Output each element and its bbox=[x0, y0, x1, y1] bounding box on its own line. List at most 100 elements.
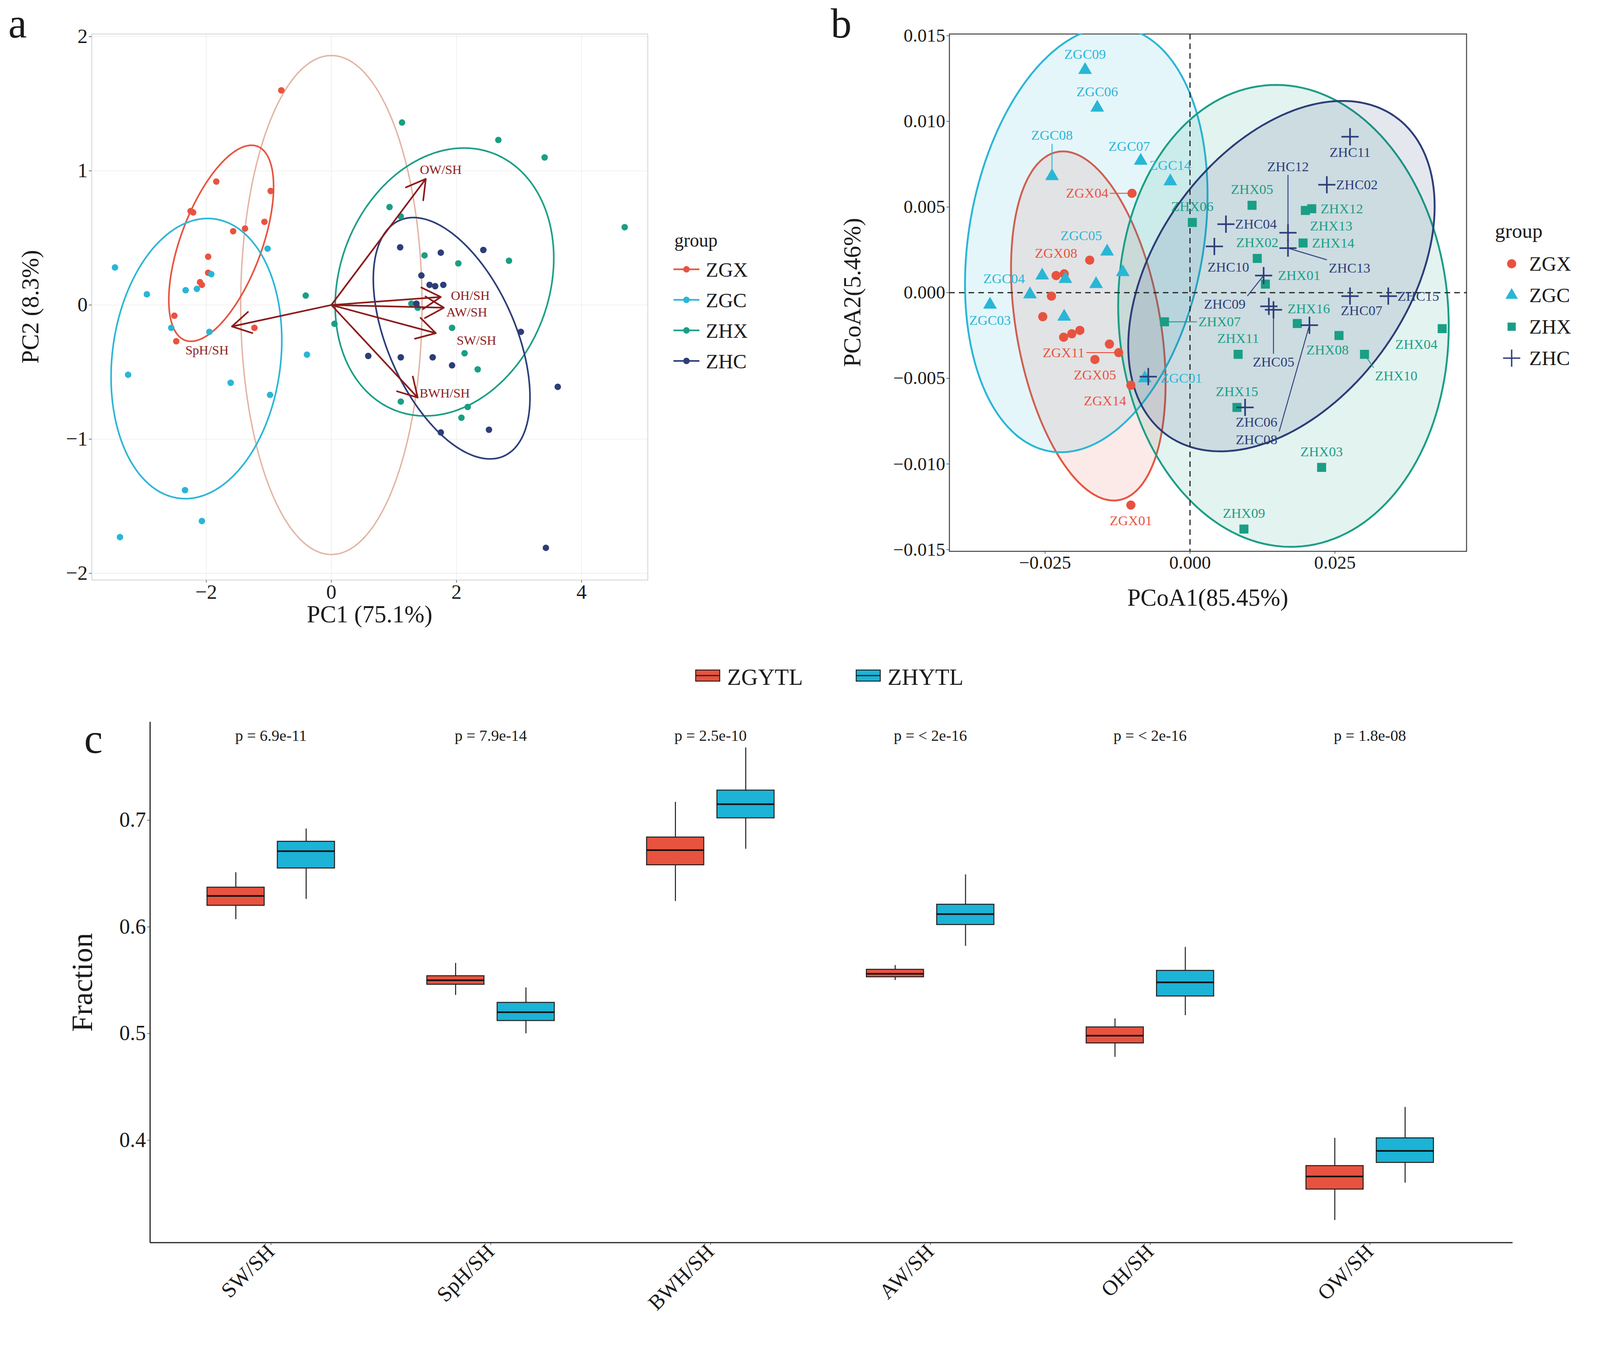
svg-text:ZGC06: ZGC06 bbox=[1076, 83, 1119, 99]
svg-text:ZHC08: ZHC08 bbox=[1235, 431, 1278, 447]
svg-text:0.025: 0.025 bbox=[1314, 551, 1356, 573]
svg-text:ZHC15: ZHC15 bbox=[1397, 288, 1440, 304]
svg-text:ZHX02: ZHX02 bbox=[1235, 234, 1279, 250]
svg-text:ZHX10: ZHX10 bbox=[1375, 367, 1418, 384]
svg-text:ZGX11: ZGX11 bbox=[1042, 344, 1085, 360]
svg-text:0.7: 0.7 bbox=[119, 807, 147, 832]
svg-text:−0.025: −0.025 bbox=[1019, 551, 1072, 573]
svg-text:ZGC14: ZGC14 bbox=[1149, 157, 1192, 173]
svg-text:ZHX15: ZHX15 bbox=[1215, 383, 1259, 399]
svg-text:ZHX06: ZHX06 bbox=[1171, 198, 1214, 214]
svg-text:ZGX01: ZGX01 bbox=[1109, 512, 1153, 528]
svg-text:1: 1 bbox=[77, 159, 88, 182]
svg-text:−0.005: −0.005 bbox=[893, 367, 946, 389]
svg-text:0.5: 0.5 bbox=[119, 1020, 147, 1045]
svg-text:ZHC11: ZHC11 bbox=[1329, 144, 1371, 160]
svg-text:−2: −2 bbox=[195, 580, 218, 604]
svg-text:ZHC02: ZHC02 bbox=[1335, 176, 1378, 192]
html-text:ZGC: ZGC bbox=[705, 289, 747, 312]
svg-text:−2: −2 bbox=[66, 561, 88, 585]
svg-text:ZHX04: ZHX04 bbox=[1395, 336, 1438, 352]
svg-text:ZHC10: ZHC10 bbox=[1207, 258, 1250, 274]
svg-text:ZHX13: ZHX13 bbox=[1309, 217, 1353, 234]
svg-text:ZGC03: ZGC03 bbox=[969, 312, 1011, 328]
html-text:ZGX: ZGX bbox=[705, 258, 748, 282]
svg-text:0.005: 0.005 bbox=[903, 196, 946, 217]
svg-text:SpH/SH: SpH/SH bbox=[432, 1239, 500, 1307]
svg-text:ZGX05: ZGX05 bbox=[1073, 366, 1117, 383]
svg-text:ZGC07: ZGC07 bbox=[1108, 138, 1150, 154]
svg-text:OH/SH: OH/SH bbox=[1096, 1239, 1159, 1302]
svg-text:p = 1.8e-08: p = 1.8e-08 bbox=[1334, 726, 1407, 744]
svg-text:0: 0 bbox=[77, 293, 88, 316]
svg-text:ZGC08: ZGC08 bbox=[1031, 127, 1073, 143]
svg-text:0.000: 0.000 bbox=[903, 281, 946, 303]
svg-text:ZGX08: ZGX08 bbox=[1034, 245, 1078, 261]
svg-text:ZHX01: ZHX01 bbox=[1278, 267, 1321, 283]
svg-text:p = < 2e-16: p = < 2e-16 bbox=[1113, 726, 1187, 744]
html-text:ZHX: ZHX bbox=[705, 319, 748, 343]
svg-text:ZHX03: ZHX03 bbox=[1300, 443, 1343, 459]
svg-text:ZGX04: ZGX04 bbox=[1065, 185, 1109, 201]
svg-text:ZHC07: ZHC07 bbox=[1340, 302, 1383, 318]
svg-text:ZHX12: ZHX12 bbox=[1320, 200, 1364, 217]
svg-text:ZGC09: ZGC09 bbox=[1064, 46, 1106, 62]
svg-text:OW/SH: OW/SH bbox=[420, 162, 462, 177]
svg-text:ZHC13: ZHC13 bbox=[1328, 259, 1371, 276]
svg-text:ZHX05: ZHX05 bbox=[1230, 181, 1274, 197]
svg-text:0.010: 0.010 bbox=[903, 110, 946, 132]
svg-text:BWH/SH: BWH/SH bbox=[419, 385, 470, 401]
svg-text:SpH/SH: SpH/SH bbox=[185, 342, 229, 358]
html-text:ZGYTL: ZGYTL bbox=[727, 663, 803, 690]
svg-text:ZHX11: ZHX11 bbox=[1216, 330, 1260, 346]
svg-text:0.000: 0.000 bbox=[1169, 551, 1211, 573]
html-text:group: group bbox=[1494, 219, 1543, 243]
svg-text:ZGX14: ZGX14 bbox=[1083, 392, 1127, 408]
html-text:PCoA2(5.46%): PCoA2(5.46%) bbox=[839, 217, 866, 367]
svg-text:−0.010: −0.010 bbox=[893, 452, 946, 474]
svg-text:ZHX07: ZHX07 bbox=[1198, 313, 1242, 329]
html-text:PC1 (75.1%): PC1 (75.1%) bbox=[306, 600, 433, 628]
svg-text:p = 2.5e-10: p = 2.5e-10 bbox=[674, 726, 747, 744]
svg-text:ZHC09: ZHC09 bbox=[1204, 296, 1246, 312]
svg-text:ZGC01: ZGC01 bbox=[1160, 370, 1203, 386]
svg-text:ZHX16: ZHX16 bbox=[1287, 300, 1331, 316]
svg-text:ZHC12: ZHC12 bbox=[1266, 158, 1309, 174]
svg-text:ZHX09: ZHX09 bbox=[1222, 505, 1266, 521]
svg-text:2: 2 bbox=[77, 24, 88, 48]
html-text:ZGC: ZGC bbox=[1529, 284, 1570, 307]
svg-text:0.015: 0.015 bbox=[903, 24, 946, 46]
svg-text:p = < 2e-16: p = < 2e-16 bbox=[893, 726, 967, 744]
svg-text:4: 4 bbox=[576, 580, 587, 604]
svg-text:0.6: 0.6 bbox=[119, 914, 147, 939]
svg-text:SW/SH: SW/SH bbox=[456, 333, 497, 348]
svg-text:p = 6.9e-11: p = 6.9e-11 bbox=[234, 726, 307, 744]
svg-text:ZGC05: ZGC05 bbox=[1060, 227, 1103, 243]
svg-text:ZHX08: ZHX08 bbox=[1306, 341, 1349, 358]
svg-text:ZHX14: ZHX14 bbox=[1311, 234, 1355, 251]
svg-text:AW/SH: AW/SH bbox=[874, 1239, 939, 1304]
svg-text:ZHC05: ZHC05 bbox=[1252, 353, 1295, 370]
svg-text:AW/SH: AW/SH bbox=[446, 304, 488, 320]
svg-text:−1: −1 bbox=[66, 427, 88, 451]
svg-text:OH/SH: OH/SH bbox=[450, 288, 490, 303]
html-text:ZHX: ZHX bbox=[1529, 315, 1572, 339]
svg-text:−0.015: −0.015 bbox=[893, 538, 946, 560]
html-text:ZHC: ZHC bbox=[1529, 346, 1570, 370]
svg-text:ZGC04: ZGC04 bbox=[983, 270, 1026, 286]
svg-text:2: 2 bbox=[451, 580, 462, 604]
svg-text:0: 0 bbox=[326, 580, 337, 604]
svg-text:ZHC06: ZHC06 bbox=[1235, 413, 1278, 430]
html-text:PCoA1(85.45%): PCoA1(85.45%) bbox=[1127, 584, 1289, 611]
html-text:Fraction: Fraction bbox=[65, 932, 99, 1032]
html-text:ZHC: ZHC bbox=[705, 350, 747, 373]
svg-text:OW/SH: OW/SH bbox=[1312, 1239, 1378, 1305]
svg-text:p = 7.9e-14: p = 7.9e-14 bbox=[454, 726, 527, 744]
svg-text:0.4: 0.4 bbox=[119, 1127, 147, 1152]
html-text:ZHYTL: ZHYTL bbox=[887, 663, 964, 690]
svg-text:ZHC04: ZHC04 bbox=[1235, 216, 1277, 232]
html-text:PC2 (8.3%): PC2 (8.3%) bbox=[17, 249, 44, 364]
svg-text:SW/SH: SW/SH bbox=[216, 1239, 279, 1302]
svg-text:BWH/SH: BWH/SH bbox=[643, 1239, 719, 1315]
html-text:ZGX: ZGX bbox=[1529, 252, 1572, 276]
